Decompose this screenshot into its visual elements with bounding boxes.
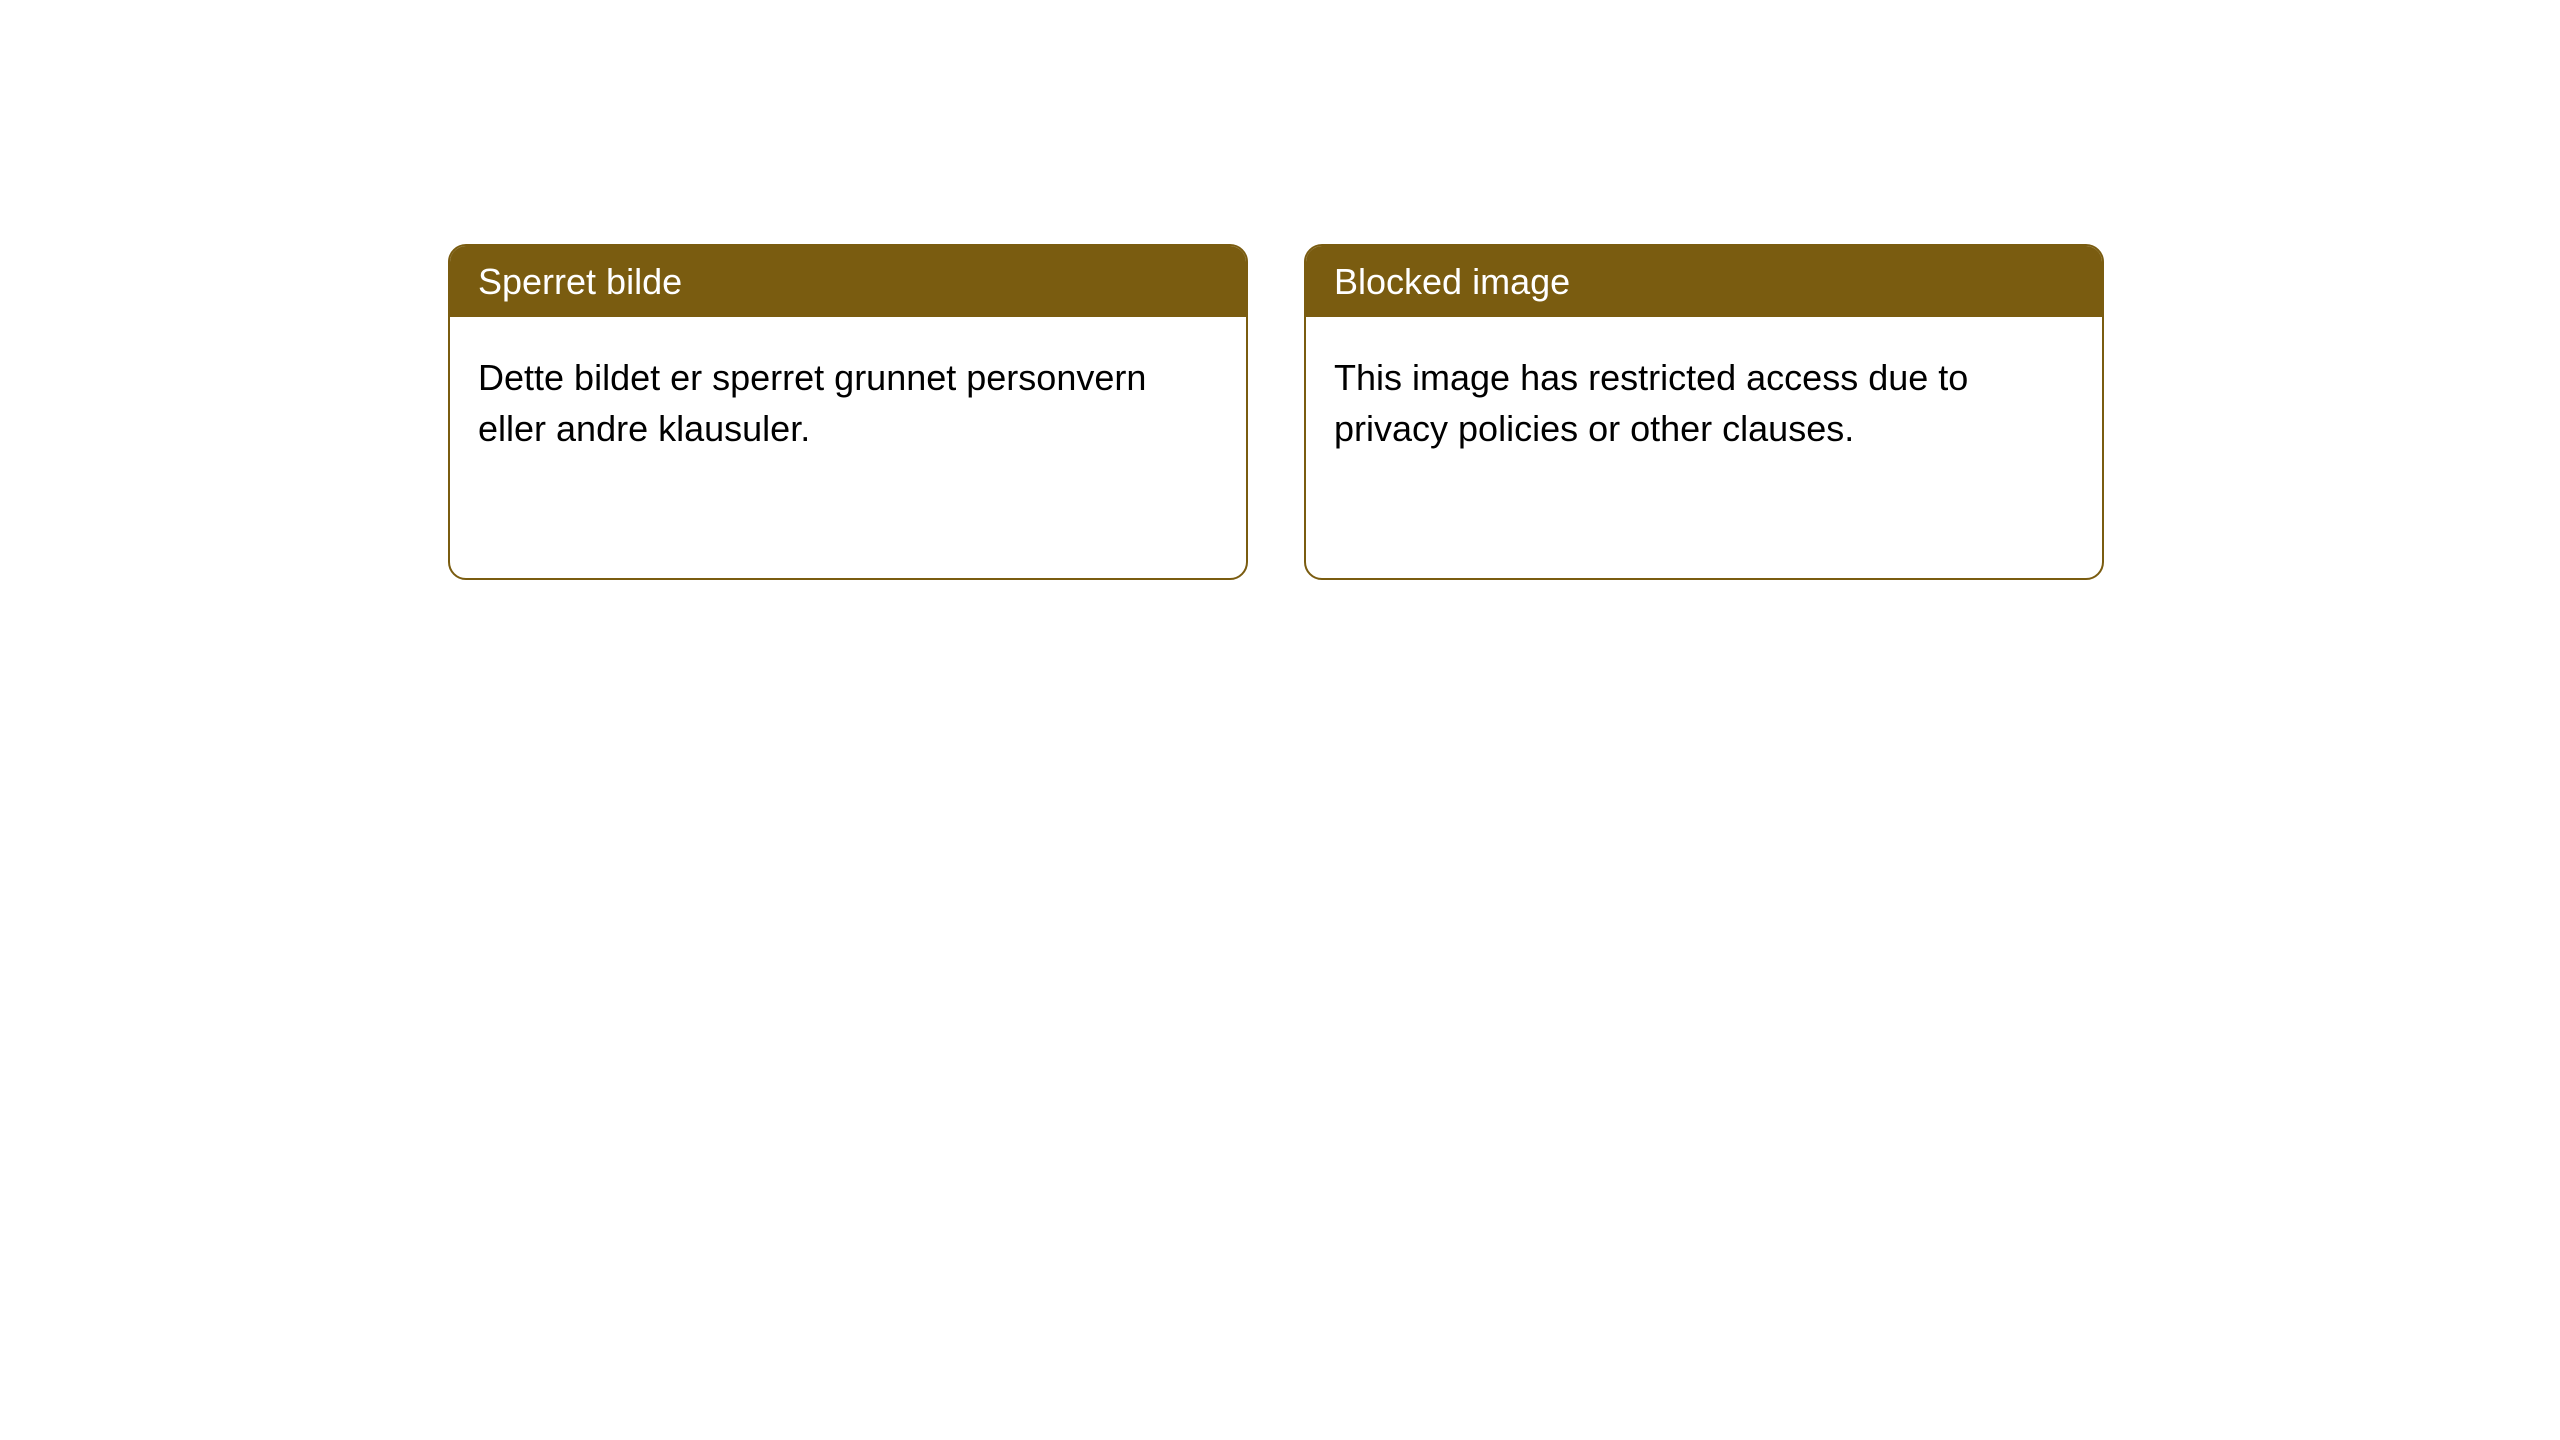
notice-title-english: Blocked image (1306, 246, 2102, 317)
notice-body-norwegian: Dette bildet er sperret grunnet personve… (450, 317, 1246, 490)
notice-body-english: This image has restricted access due to … (1306, 317, 2102, 490)
notice-title-norwegian: Sperret bilde (450, 246, 1246, 317)
notice-container: Sperret bilde Dette bildet er sperret gr… (448, 244, 2104, 580)
notice-card-norwegian: Sperret bilde Dette bildet er sperret gr… (448, 244, 1248, 580)
notice-card-english: Blocked image This image has restricted … (1304, 244, 2104, 580)
